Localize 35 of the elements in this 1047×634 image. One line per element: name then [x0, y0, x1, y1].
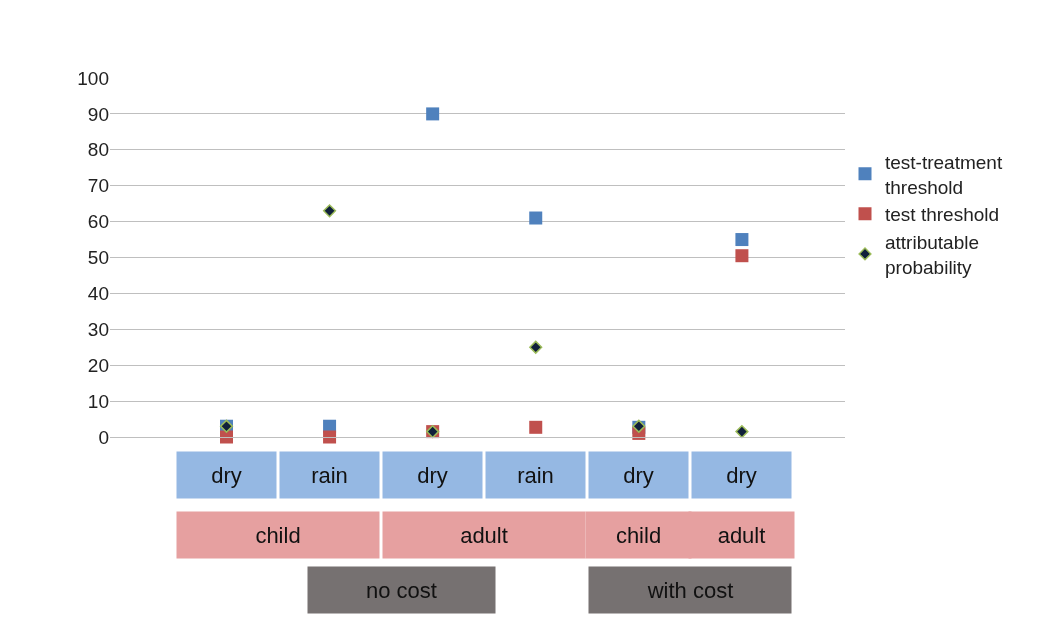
y-tick-label: 30 — [87, 318, 109, 340]
point — [735, 249, 749, 263]
text: no cost — [366, 577, 437, 603]
x-tick-label: dry — [211, 462, 242, 488]
point — [529, 211, 543, 225]
legend-label: attributable probability — [885, 231, 980, 278]
y-tick-label: 100 — [77, 67, 109, 89]
point — [735, 233, 749, 247]
y-tick-label: 80 — [87, 139, 109, 161]
x-tick-label: rain — [311, 462, 348, 488]
text: child — [615, 522, 662, 548]
y-tick-label: 20 — [87, 354, 109, 376]
point — [529, 420, 543, 434]
text: child — [255, 522, 301, 548]
text: adult — [460, 522, 508, 548]
y-tick-label: 50 — [87, 247, 109, 269]
text: adult — [717, 522, 766, 548]
x-tick-label: rain — [517, 462, 554, 488]
x-tick-label: dry — [417, 462, 448, 488]
y-tick-label: 90 — [87, 103, 109, 125]
point — [322, 204, 337, 218]
y-tick-label: 0 — [98, 426, 109, 448]
point — [529, 340, 543, 354]
point — [219, 430, 233, 444]
text: with cost — [646, 577, 734, 603]
y-tick-label: 60 — [87, 211, 109, 233]
y-tick-label: 40 — [87, 283, 109, 305]
point — [323, 430, 337, 444]
y-tick-label: 10 — [87, 390, 109, 412]
x-tick-label: dry — [623, 462, 654, 488]
legend-label: test threshold — [885, 204, 1000, 226]
point — [735, 425, 749, 439]
y-tick-label: 70 — [87, 175, 109, 197]
x-tick-label: dry — [726, 462, 757, 488]
point — [426, 107, 440, 121]
